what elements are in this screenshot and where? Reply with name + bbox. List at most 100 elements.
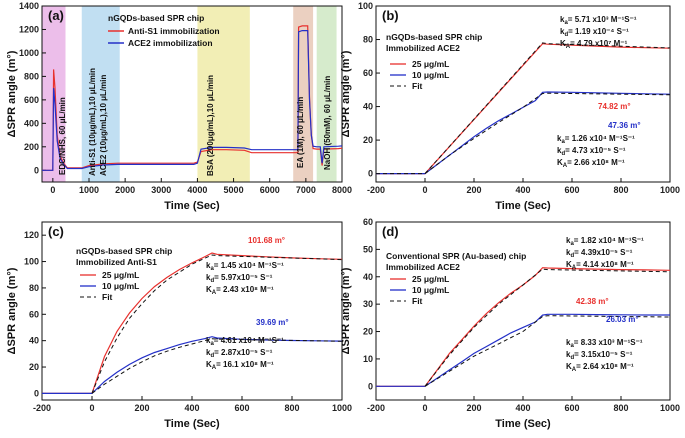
y-tick-label: 40 — [363, 272, 373, 282]
kinetic-symbol: k — [557, 134, 562, 143]
y-axis-label: ΔSPR angle (m°) — [6, 267, 18, 354]
kinetic-subscript: A — [566, 44, 571, 50]
x-tick-label: 600 — [564, 185, 579, 195]
value-label: 39.69 m° — [256, 318, 289, 327]
kinetic-subscript: A — [563, 163, 568, 169]
x-tick-label: 200 — [466, 185, 481, 195]
x-tick-label: -200 — [367, 403, 385, 413]
chart-subtitle: Immobilized Anti-S1 — [76, 257, 157, 267]
chart-panel-a: 0 1000 2000 3000 4000 5000 6000 7000 8000 0 200 400… — [6, 1, 352, 212]
x-tick-label: 800 — [613, 403, 628, 413]
kinetic-symbol: k — [557, 146, 562, 155]
y-tick-label: 30 — [363, 299, 373, 309]
band-label: BSA (200μg/mL),10 μL/min — [206, 75, 215, 176]
y-tick-label: 200 — [24, 142, 39, 152]
x-tick-label: 800 — [284, 403, 299, 413]
kinetic-value: = 4.14 x10⁸ M⁻¹ — [576, 260, 634, 269]
x-tick-label: 600 — [564, 403, 579, 413]
series-group — [42, 252, 342, 394]
x-tick-label: 800 — [613, 185, 628, 195]
y-tick-label: 20 — [363, 135, 373, 145]
y-tick-label: 1000 — [19, 48, 39, 58]
legend-label: 10 μg/mL — [412, 285, 449, 295]
kinetic-symbol: K — [560, 39, 566, 48]
chart-subtitle: Immobilized ACE2 — [386, 43, 460, 53]
y-tick-label: 40 — [29, 336, 39, 346]
series-line-red — [376, 267, 670, 387]
x-tick-label: 1000 — [79, 185, 99, 195]
kinetic-kd: kd= 4.73 x10⁻⁵ S⁻¹ — [557, 146, 626, 157]
y-tick-label: 50 — [363, 244, 373, 254]
kinetic-value: = 4.73 x10⁻⁵ S⁻¹ — [565, 146, 626, 155]
x-tick-label: 0 — [422, 403, 427, 413]
kinetic-value: = 1.45 x10⁴ M⁻¹S⁻¹ — [214, 261, 284, 270]
x-tick-label: 0 — [50, 185, 55, 195]
kinetic-value: = 4.61 x10⁴ M⁻¹S⁻¹ — [214, 336, 284, 345]
value-label: 74.82 m° — [598, 102, 631, 111]
kinetic-subscript: d — [564, 32, 568, 38]
fit-line — [91, 254, 342, 394]
x-tick-label: 0 — [89, 403, 94, 413]
value-label: 42.38 m° — [576, 297, 609, 306]
y-tick-label: 400 — [24, 118, 39, 128]
kinetic-symbol: K — [206, 285, 212, 294]
x-tick-label: 7000 — [296, 185, 316, 195]
fit-line — [424, 92, 670, 174]
kinetic-symbol: k — [206, 336, 211, 345]
legend-label: Fit — [412, 81, 423, 91]
kinetic-value: = 5.97x10⁻⁵ S⁻¹ — [214, 273, 273, 282]
x-axis-label: Time (Sec) — [495, 418, 551, 430]
kinetic-subscript: A — [572, 265, 577, 271]
kinetic-symbol: k — [206, 273, 211, 282]
x-tick-label: 5000 — [224, 185, 244, 195]
y-tick-label: 120 — [24, 230, 39, 240]
kinetic-ka: ka= 1.26 x10⁴ M⁻¹S⁻¹ — [557, 134, 635, 145]
kinetic-kd: kd= 1.19 x10⁻⁴ S⁻¹ — [560, 27, 629, 38]
kinetic-value: = 2.66 x10⁸ M⁻¹ — [567, 158, 625, 167]
kinetic-value: = 16.1 x10⁸ M⁻¹ — [216, 360, 274, 369]
x-tick-label: 400 — [184, 403, 199, 413]
series-line-red — [42, 252, 342, 394]
kinetic-value: = 1.19 x10⁻⁴ S⁻¹ — [568, 27, 629, 36]
x-tick-label: 200 — [134, 403, 149, 413]
chart-title: nGQDs-based SPR chip — [76, 246, 172, 256]
fit-line — [376, 42, 670, 175]
y-tick-label: 10 — [363, 354, 373, 364]
y-tick-label: 600 — [24, 95, 39, 105]
series-line-blue — [376, 313, 670, 387]
x-tick-label: 600 — [234, 403, 249, 413]
x-tick-label: -200 — [33, 403, 51, 413]
legend-label: Fit — [102, 292, 113, 302]
kinetic-symbol: k — [566, 248, 571, 257]
kinetic-subscript: d — [210, 278, 214, 284]
y-tick-label: 60 — [363, 68, 373, 78]
kinetic-KA: KA= 2.64 x10⁸ M⁻¹ — [566, 362, 634, 373]
y-axis-label: ΔSPR angle (m°) — [340, 50, 352, 137]
kinetic-value: = 2.43 x10⁸ M⁻¹ — [216, 285, 274, 294]
kinetic-subscript: a — [210, 341, 214, 347]
kinetic-subscript: a — [570, 241, 574, 247]
y-tick-label: 0 — [368, 169, 373, 179]
band-label: NaOH (50mM), 60 μL/min — [323, 76, 332, 170]
legend-label: 10 μg/mL — [412, 70, 449, 80]
injection-band — [81, 6, 120, 182]
panel-label: (c) — [48, 224, 64, 239]
kinetic-subscript: A — [572, 367, 577, 373]
kinetic-symbol: k — [560, 27, 565, 36]
x-axis-label: Time (Sec) — [164, 418, 220, 430]
y-tick-label: 100 — [358, 1, 373, 11]
kinetic-ka: ka= 1.82 x10⁴ M⁻¹S⁻¹ — [566, 236, 644, 247]
kinetic-value: = 4.79 x10⁷ M⁻¹ — [570, 39, 627, 48]
kinetic-subscript: d — [561, 151, 565, 157]
kinetic-subscript: a — [570, 343, 574, 349]
band-label: EDC/NHS, 60 μL/min — [58, 97, 67, 175]
series-group — [376, 267, 670, 387]
chart-title: nGQDs-based SPR chip — [386, 32, 482, 42]
y-tick-label: 40 — [363, 102, 373, 112]
legend-label: 25 μg/mL — [412, 59, 449, 69]
y-tick-label: 0 — [34, 388, 39, 398]
x-tick-label: 1000 — [660, 185, 680, 195]
x-tick-label: 8000 — [332, 185, 352, 195]
injection-band — [316, 6, 337, 182]
series-line-blue — [42, 336, 342, 394]
